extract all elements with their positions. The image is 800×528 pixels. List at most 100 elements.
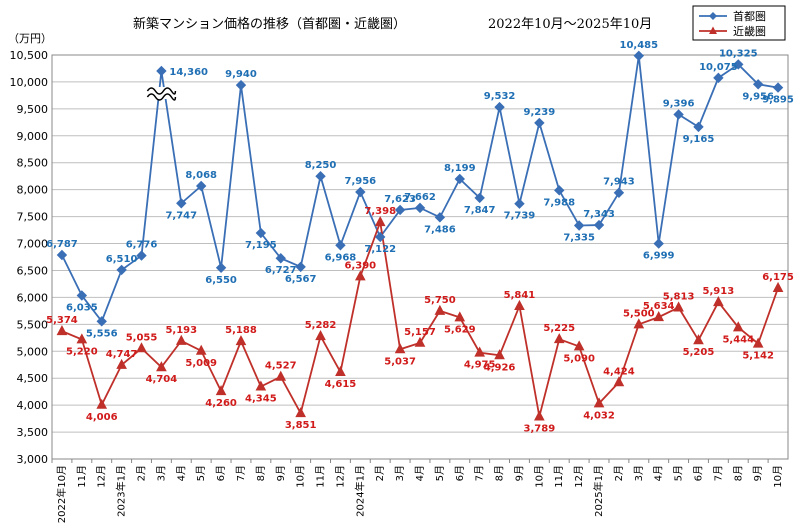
data-label: 5,009	[185, 358, 217, 369]
x-tick-label: 9月	[752, 465, 764, 481]
data-point	[653, 238, 664, 249]
data-point	[96, 398, 108, 409]
data-point	[76, 290, 88, 301]
data-point	[673, 301, 684, 312]
data-point	[315, 330, 326, 341]
data-point	[116, 264, 127, 276]
data-label: 5,500	[623, 308, 655, 319]
data-point	[215, 262, 227, 273]
legend-marker	[709, 26, 717, 34]
data-label: 4,527	[265, 361, 297, 372]
data-point	[693, 334, 704, 345]
data-label: 9,532	[484, 91, 516, 102]
data-point	[255, 380, 267, 391]
data-point	[136, 250, 147, 261]
data-point	[474, 192, 485, 204]
data-point	[355, 186, 366, 198]
data-point	[633, 318, 645, 329]
data-label: 5,444	[722, 334, 754, 345]
break-wave	[146, 93, 177, 101]
data-point	[354, 270, 366, 281]
series-markers	[56, 50, 784, 421]
data-point	[156, 65, 167, 77]
data-label: 6,727	[265, 265, 297, 276]
y-tick-label: 8,500	[17, 157, 49, 170]
data-point	[295, 261, 306, 273]
y-tick-label: 6,000	[17, 291, 49, 304]
data-label: 5,556	[86, 328, 118, 339]
data-point	[593, 397, 605, 408]
data-label: 5,055	[126, 332, 158, 343]
y-tick-label: 5,000	[17, 345, 49, 358]
x-tick-label: 10月	[772, 465, 784, 488]
data-point	[375, 231, 386, 243]
data-label: 5,813	[663, 291, 695, 302]
x-tick-label: 7月	[712, 465, 724, 481]
x-tick-label: 8月	[494, 465, 506, 481]
chart-title: 新築マンション価格の推移（首都圏・近畿圏）	[133, 16, 406, 32]
data-point	[673, 109, 684, 120]
y-axis: 3,000 3,500 4,000 4,500 5,000 5,500 6,000 6,500…	[10, 49, 49, 466]
x-tick-label: 12月	[96, 465, 108, 488]
data-label: 8,250	[305, 160, 337, 171]
data-label: 7,623	[384, 194, 416, 205]
data-label: 7,398	[364, 206, 396, 217]
x-tick-label: 4月	[414, 465, 426, 481]
data-label: 7,747	[165, 210, 197, 221]
data-label: 7,943	[603, 177, 635, 188]
data-point	[235, 335, 247, 346]
data-label: 4,975	[464, 360, 496, 371]
x-tick-label: 2022年10月	[55, 465, 68, 523]
axis-break-mark	[146, 87, 177, 101]
data-point	[553, 333, 565, 344]
data-label: 7,739	[504, 211, 536, 222]
data-point	[156, 361, 167, 372]
data-point	[693, 121, 704, 133]
data-point	[315, 170, 326, 182]
x-tick-label: 11月	[315, 465, 327, 488]
y-tick-label: 8,000	[17, 184, 49, 197]
data-point	[454, 173, 465, 185]
data-point	[732, 321, 744, 332]
x-tick-label: 5月	[195, 465, 207, 481]
data-point	[56, 325, 68, 336]
data-point	[752, 337, 764, 348]
data-label: 7,988	[543, 197, 575, 208]
x-tick-label: 2月	[613, 465, 625, 481]
data-point	[195, 344, 207, 355]
x-tick-label: 2月	[136, 465, 148, 481]
data-label: 10,325	[719, 48, 758, 59]
data-label: 6,999	[643, 251, 675, 262]
data-point	[534, 410, 545, 421]
data-point	[136, 342, 147, 353]
x-tick-label: 2023年1月	[115, 465, 128, 517]
data-point	[374, 216, 386, 227]
data-point	[335, 240, 346, 251]
break-wave	[146, 87, 177, 95]
data-point	[394, 343, 406, 354]
data-point	[593, 219, 605, 231]
data-label: 5,090	[563, 353, 595, 364]
data-label: 9,396	[663, 98, 695, 109]
y-tick-label: 3,000	[17, 453, 49, 466]
chart-subtitle: 2022年10月～2025年10月	[488, 17, 652, 32]
data-label: 7,486	[424, 224, 456, 235]
data-point	[434, 304, 446, 315]
x-tick-label: 12月	[573, 465, 585, 488]
x-tick-label: 6月	[454, 465, 466, 481]
data-label: 6,035	[66, 303, 98, 314]
data-point	[176, 198, 187, 209]
y-tick-label: 4,000	[17, 399, 49, 412]
data-point	[434, 212, 446, 223]
data-point	[554, 185, 565, 196]
data-point	[275, 253, 286, 264]
data-label: 5,750	[424, 295, 456, 306]
x-tick-label: 11月	[76, 465, 88, 488]
data-label: 7,122	[364, 244, 396, 255]
data-label: 5,282	[305, 320, 337, 331]
data-label: 4,926	[484, 362, 516, 373]
y-tick-label: 5,500	[17, 318, 49, 331]
x-tick-label: 5月	[673, 465, 685, 481]
data-point	[633, 50, 645, 62]
y-tick-label: 10,500	[10, 49, 49, 62]
